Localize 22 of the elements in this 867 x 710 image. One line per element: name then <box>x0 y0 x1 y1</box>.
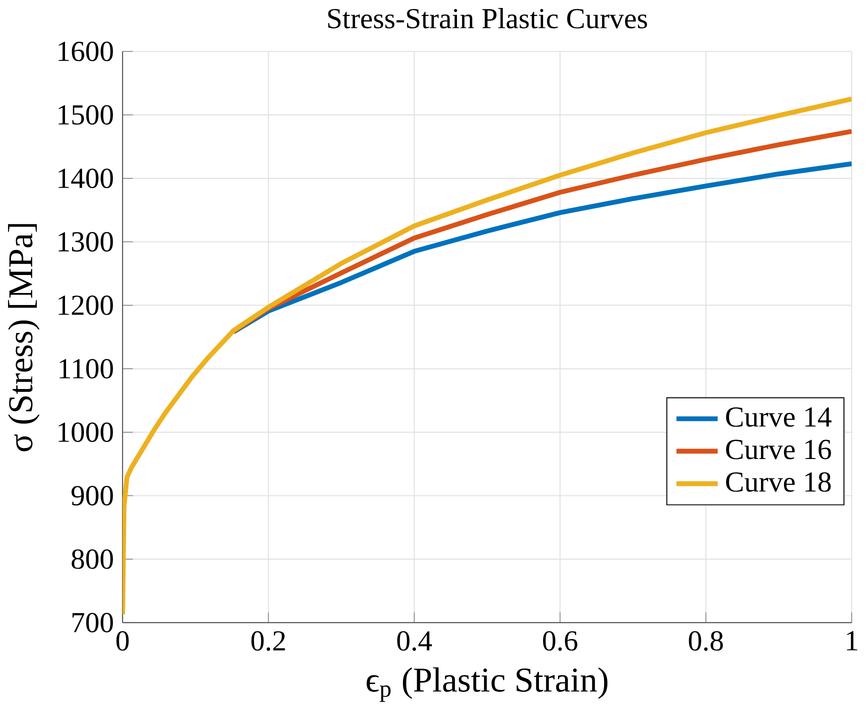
y-tick-label: 1300 <box>58 232 113 252</box>
x-tick-label: 0 <box>116 631 129 651</box>
y-tick-label: 1000 <box>58 422 113 442</box>
y-tick-label: 700 <box>72 612 113 632</box>
legend-label: Curve 14 <box>726 407 832 427</box>
y-tick-label: 1100 <box>60 359 113 379</box>
y-axis-title: σ (Stress) [MPa] <box>8 224 40 452</box>
x-tick-label: 1 <box>847 631 858 650</box>
x-tick-label: 0.4 <box>397 631 432 651</box>
y-tick-label: 1400 <box>58 168 113 188</box>
legend-label: Curve 16 <box>726 440 832 460</box>
chart-title: Stress-Strain Plastic Curves <box>328 8 647 28</box>
x-tick-label: 0.6 <box>543 631 578 651</box>
x-tick-label: 0.2 <box>251 631 285 651</box>
y-tick-label: 1200 <box>58 296 113 316</box>
legend-label: Curve 18 <box>726 472 831 492</box>
x-tick-label: 0.8 <box>688 631 723 651</box>
y-tick-label: 800 <box>72 549 113 569</box>
x-axis-title: ϵ$_{p}$ (Plastic Strain) <box>366 667 608 702</box>
y-tick-label: 900 <box>72 486 113 506</box>
y-tick-label: 1600 <box>58 42 113 62</box>
y-tick-label: 1500 <box>58 105 113 125</box>
